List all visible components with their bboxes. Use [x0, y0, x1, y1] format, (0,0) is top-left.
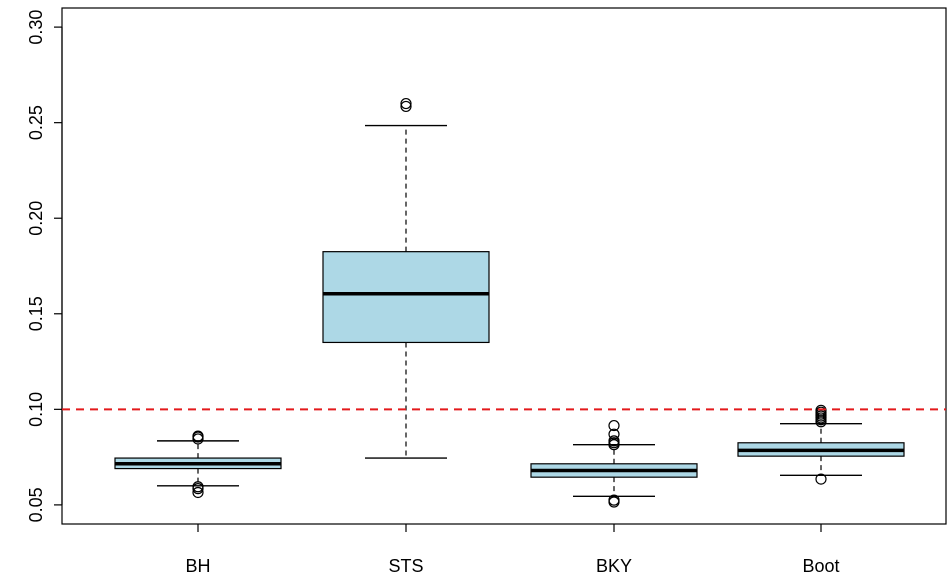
- x-tick-label: BH: [185, 556, 210, 576]
- x-tick-label: Boot: [802, 556, 839, 576]
- box-bh: [114, 430, 282, 499]
- boxes-group: [114, 97, 905, 508]
- y-tick-label: 0.10: [26, 392, 46, 427]
- outlier-point: [815, 473, 827, 485]
- box-sts: [322, 97, 490, 459]
- x-tick-label: BKY: [596, 556, 632, 576]
- y-tick-label: 0.25: [26, 105, 46, 140]
- outlier-point: [192, 430, 204, 442]
- box-boot: [737, 404, 905, 485]
- outlier-point: [608, 435, 620, 447]
- y-tick-label: 0.05: [26, 487, 46, 522]
- x-axis: BH STS BKY Boot: [185, 524, 840, 576]
- outlier-point: [608, 428, 620, 440]
- outlier-point: [400, 100, 412, 113]
- x-tick-label: STS: [388, 556, 423, 576]
- box-bky: [530, 419, 698, 508]
- y-axis: 0.05 0.10 0.15 0.20 0.25 0.30: [26, 10, 63, 522]
- box-iqr: [322, 251, 490, 344]
- y-tick-label: 0.20: [26, 201, 46, 236]
- y-tick-label: 0.30: [26, 10, 46, 45]
- y-tick-label: 0.15: [26, 296, 46, 331]
- outlier-point: [400, 97, 412, 110]
- outlier-point: [192, 481, 204, 493]
- outlier-point: [192, 486, 204, 499]
- outlier-point: [608, 419, 620, 432]
- outlier-point: [608, 494, 620, 506]
